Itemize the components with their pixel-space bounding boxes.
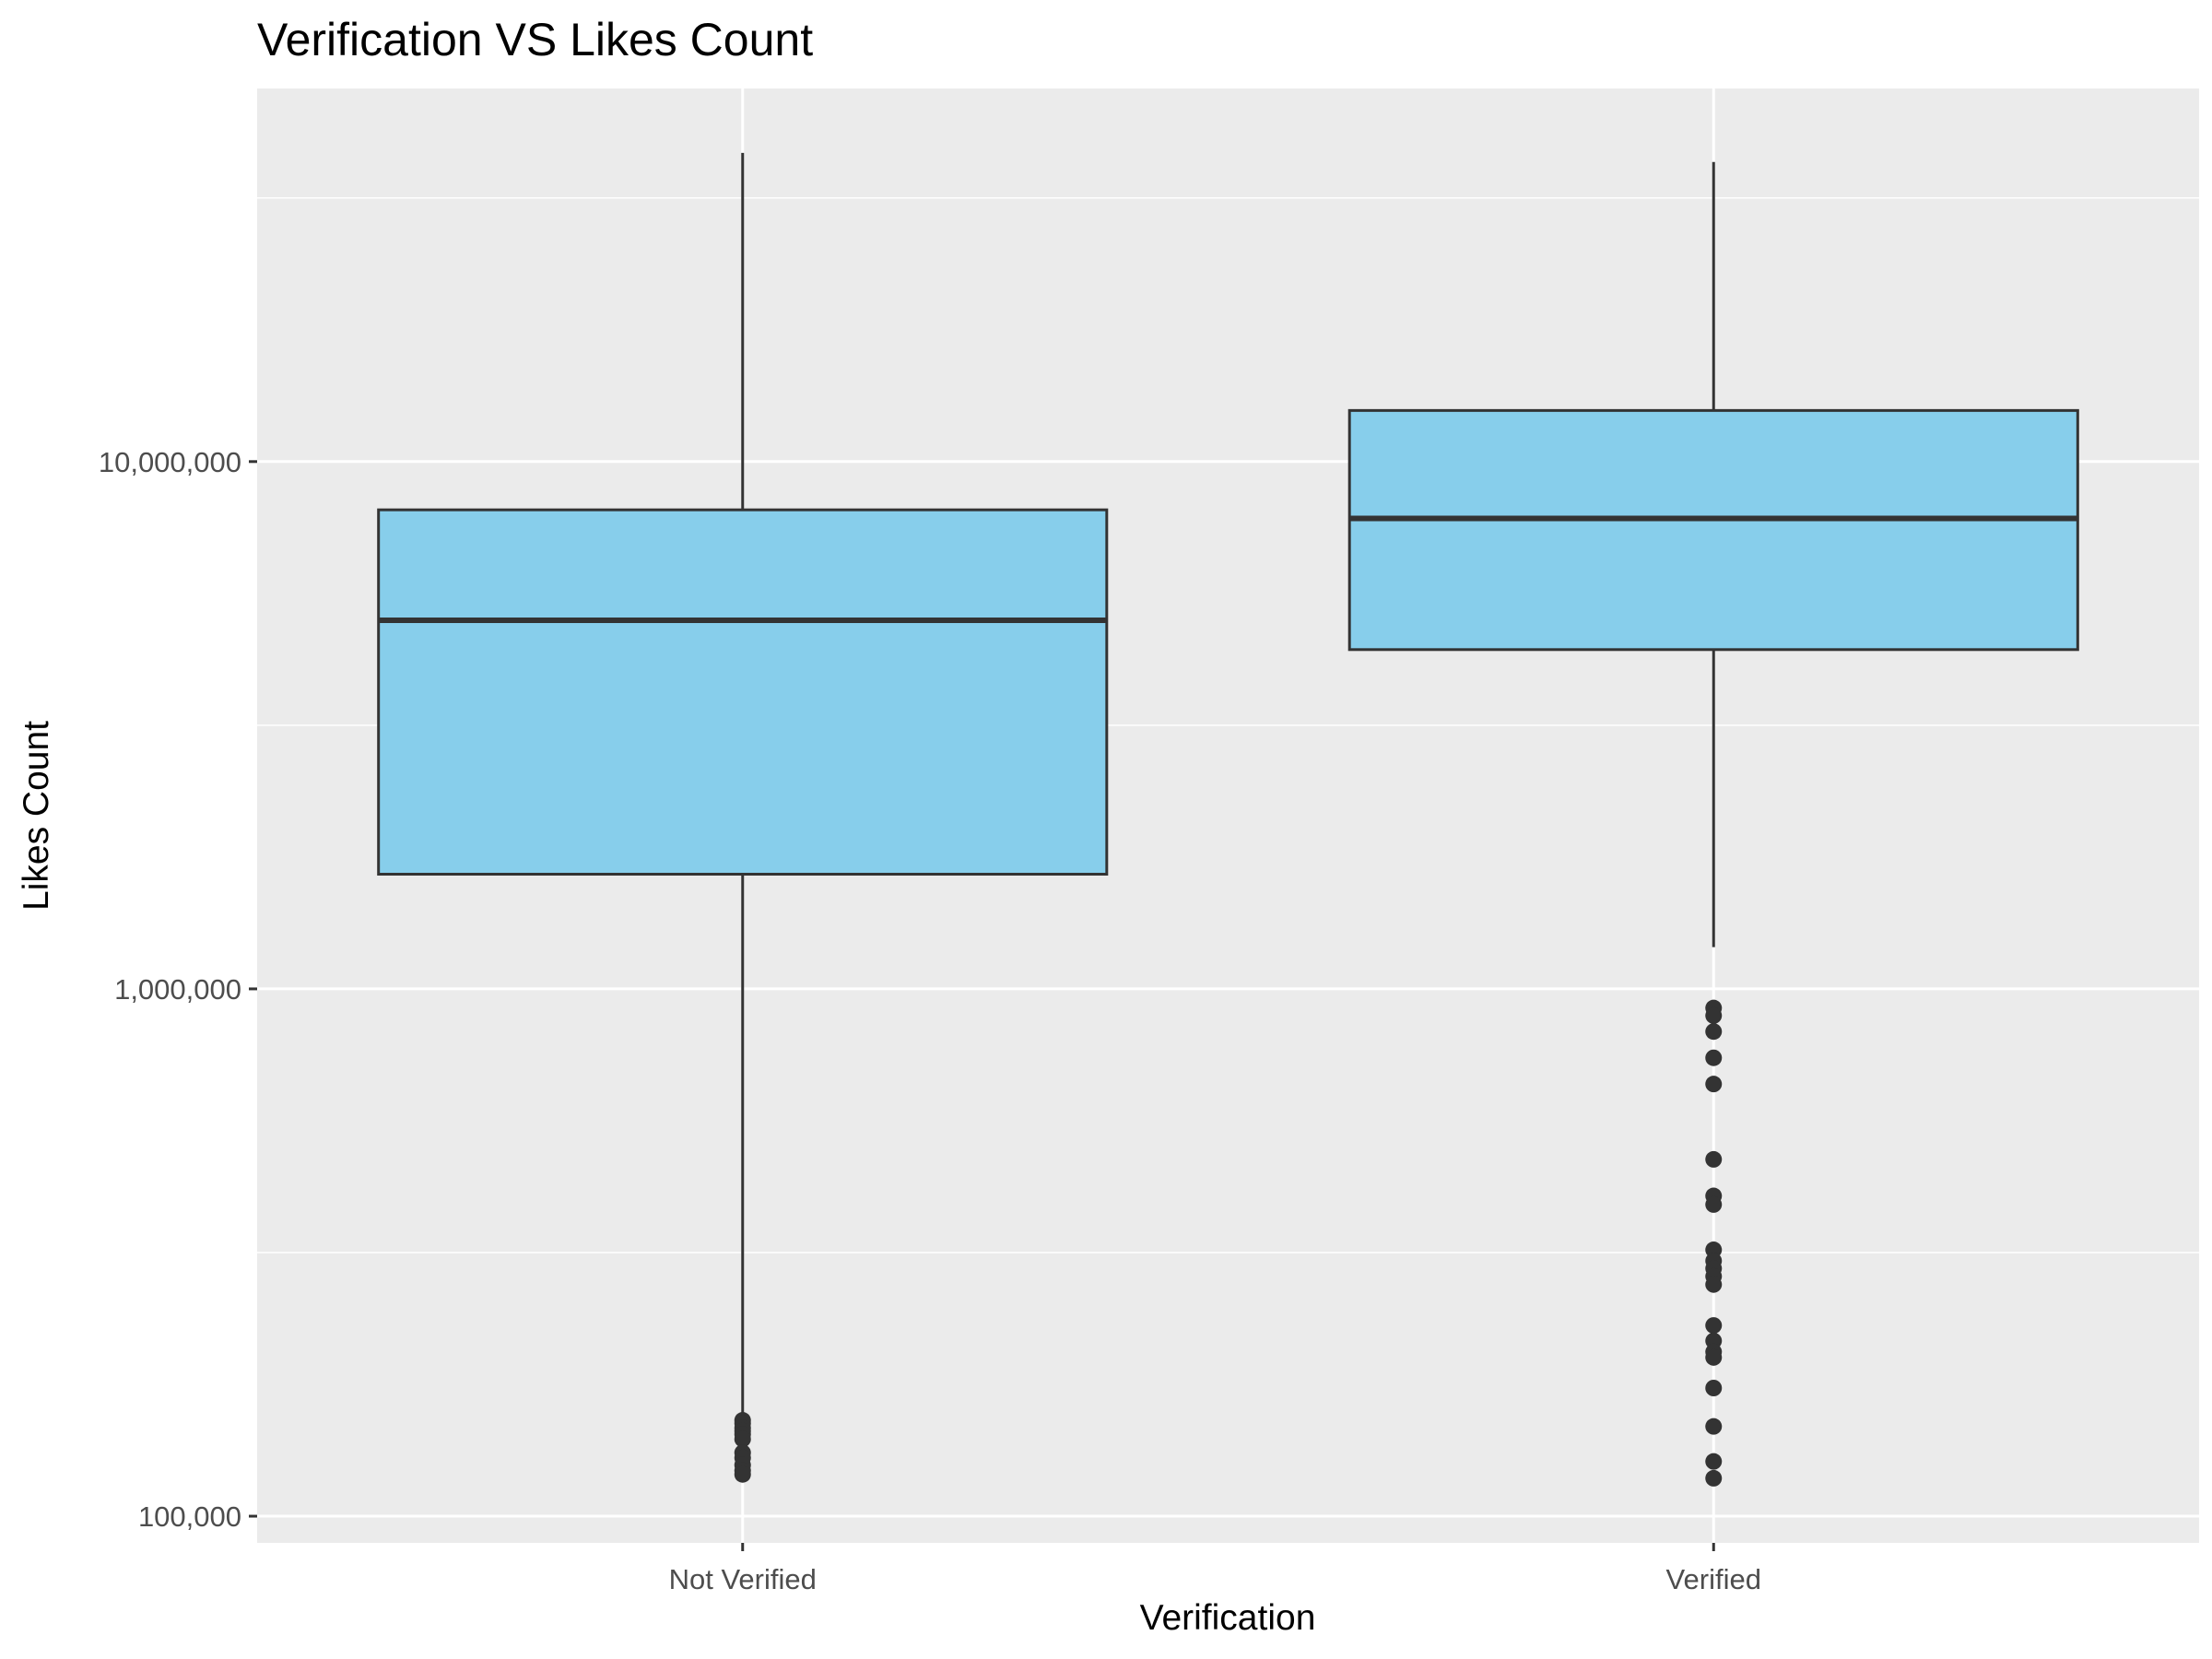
outlier-point bbox=[1705, 1006, 1723, 1024]
y-axis-title: Likes Count bbox=[17, 721, 56, 911]
outlier-point bbox=[1705, 1379, 1723, 1396]
x-tick-label: Not Verified bbox=[669, 1563, 817, 1595]
y-tick-label: 1,000,000 bbox=[114, 973, 241, 1006]
x-tick-label: Verified bbox=[1666, 1563, 1761, 1595]
iqr-box bbox=[377, 508, 1109, 877]
y-tick-label: 100,000 bbox=[138, 1500, 241, 1533]
outlier-point bbox=[1705, 1276, 1723, 1293]
outlier-point bbox=[1705, 1418, 1723, 1435]
y-axis-ticks: 100,000 1,000,000 10,000,000 bbox=[99, 446, 257, 1533]
outlier-point bbox=[734, 1465, 751, 1483]
outlier-point bbox=[1705, 1076, 1723, 1093]
outlier-point bbox=[1705, 1453, 1723, 1470]
x-axis-ticks: Not Verified Verified bbox=[669, 1543, 1761, 1595]
box-group-1 bbox=[377, 152, 1109, 1483]
outlier-point bbox=[1705, 1317, 1723, 1335]
box-group-2 bbox=[1347, 161, 2079, 1487]
outlier-point bbox=[1705, 1469, 1723, 1487]
boxplot-series bbox=[377, 152, 2079, 1487]
x-axis-title: Verification bbox=[1140, 1598, 1316, 1638]
chart-title: Verification VS Likes Count bbox=[257, 14, 813, 65]
outlier-point bbox=[734, 1430, 751, 1448]
outlier-point bbox=[1705, 1023, 1723, 1041]
outlier-point bbox=[1705, 1150, 1723, 1168]
iqr-box bbox=[1347, 408, 2079, 652]
outlier-point bbox=[1705, 1049, 1723, 1066]
y-tick-label: 10,000,000 bbox=[99, 446, 241, 478]
outlier-point bbox=[1705, 1348, 1723, 1366]
outlier-point bbox=[1705, 1195, 1723, 1213]
